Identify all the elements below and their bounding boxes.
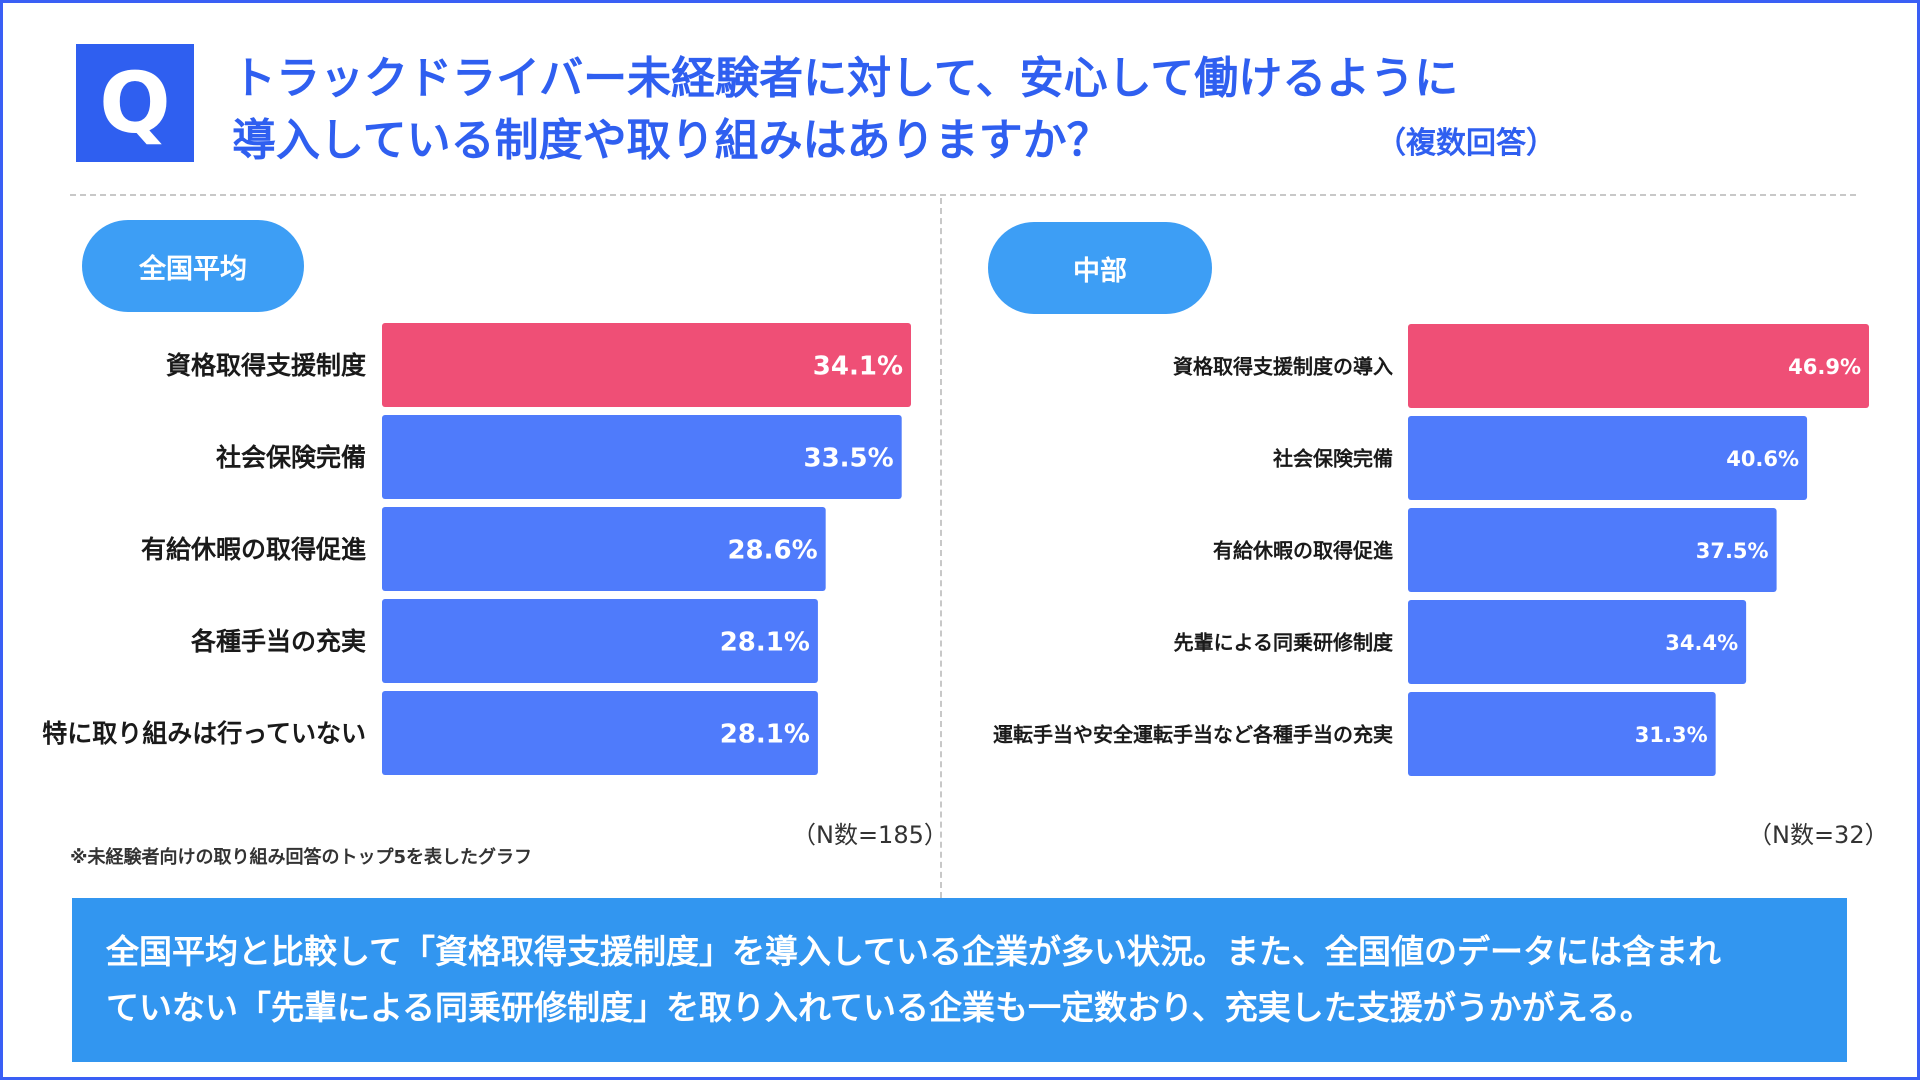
national-value-label-5: 28.1% [720,720,810,750]
question-title-line-2: 導入している制度や取り組みはありますか？ [232,115,1111,166]
national-category-label-5: 特に取り組みは行っていない [42,719,366,748]
chart-footnote: ※未経験者向けの取り組み回答のトップ5を表したグラフ [70,847,533,868]
national-bar-4 [382,599,818,683]
chubu-bar-2 [1408,416,1808,500]
national-category-label-1: 資格取得支援制度 [166,351,366,380]
header-divider [70,194,1856,196]
summary-line-1: 全国平均と比較して「資格取得支援制度」を導入している企業が多い状況。また、全国値… [106,932,1722,971]
summary-line-2: ていない「先輩による同乗研修制度」を取り入れている企業も一定数おり、充実した支援… [106,988,1653,1027]
panel-label-chubu: 中部 [988,222,1212,314]
chubu-value-label-2: 40.6% [1726,447,1799,471]
national-category-label-2: 社会保険完備 [216,443,366,472]
national-bar-3 [382,507,826,591]
question-badge: Q [76,44,194,162]
sample-size-national: （N数=185） [792,821,948,849]
question-title-line-1: トラックドライバー未経験者に対して、安心して働けるように [232,53,1459,104]
sample-size-chubu: （N数=32） [1748,821,1889,849]
panel-divider [940,198,942,898]
chubu-value-label-1: 46.9% [1788,355,1861,379]
chubu-value-label-5: 31.3% [1635,723,1708,747]
chubu-bar-5 [1408,692,1716,776]
question-title: トラックドライバー未経験者に対して、安心して働けるように 導入している制度や取り… [232,48,1632,172]
national-category-label-4: 各種手当の充実 [190,627,366,656]
multiple-answer-note: （複数回答） [1376,126,1556,161]
national-value-label-4: 28.1% [720,628,810,658]
chubu-category-label-3: 有給休暇の取得促進 [1213,539,1393,563]
national-bar-1 [382,323,911,407]
national-value-label-1: 34.1% [813,352,903,382]
chubu-bar-1 [1408,324,1869,408]
chubu-bar-3 [1408,508,1777,592]
chubu-category-label-5: 運転手当や安全運転手当など各種手当の充実 [993,723,1393,747]
national-category-label-3: 有給休暇の取得促進 [141,535,366,564]
national-bar-2 [382,415,902,499]
chubu-category-label-4: 先輩による同乗研修制度 [1174,631,1394,655]
national-value-label-3: 28.6% [727,536,817,566]
chubu-value-label-4: 34.4% [1665,631,1738,655]
chubu-value-label-3: 37.5% [1696,539,1769,563]
chubu-category-label-1: 資格取得支援制度の導入 [1173,355,1393,379]
chubu-bar-4 [1408,600,1747,684]
summary-box: 全国平均と比較して「資格取得支援制度」を導入している企業が多い状況。また、全国値… [72,898,1847,1062]
chubu-category-label-2: 社会保険完備 [1272,447,1393,471]
national-value-label-2: 33.5% [803,444,893,474]
panel-label-national: 全国平均 [82,220,304,312]
national-bar-5 [382,691,818,775]
